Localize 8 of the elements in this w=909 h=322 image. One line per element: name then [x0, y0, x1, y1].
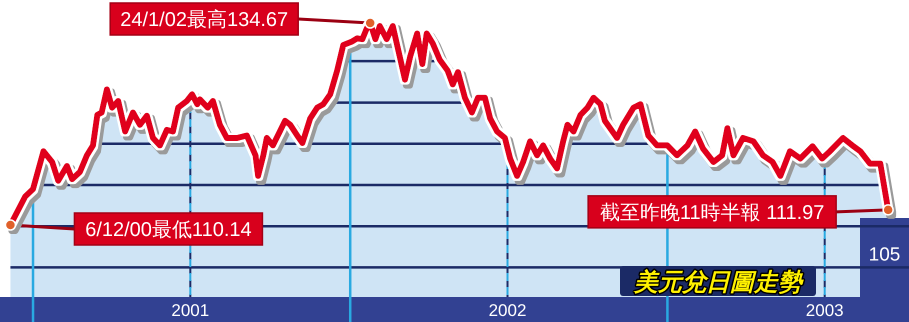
text: 美元兌日圖走勢 [633, 268, 804, 296]
text: 105 [868, 244, 900, 266]
x-tick-label: 2001 [171, 301, 210, 320]
x-tick-label: 2002 [488, 301, 526, 320]
x-tick-label: 2003 [806, 301, 844, 320]
annotation: 截至昨晚11時半報 111.97 [600, 202, 824, 224]
annotation: 24/1/02最高134.67 [120, 8, 288, 31]
annotation: 6/12/00最低110.14 [85, 219, 252, 241]
